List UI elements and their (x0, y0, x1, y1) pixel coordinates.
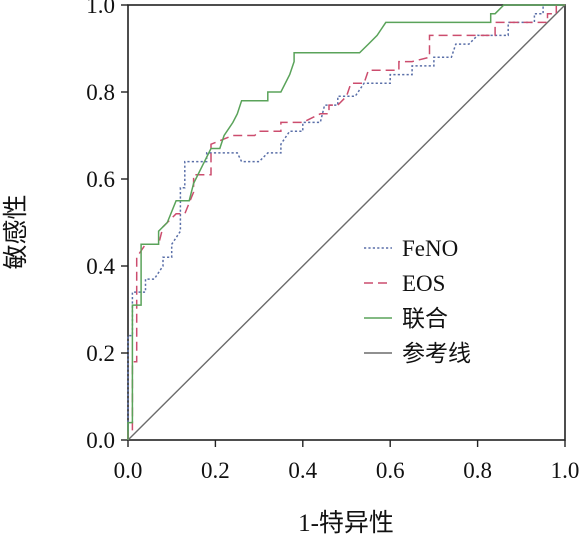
y-tick-label: 0.2 (86, 341, 115, 366)
y-tick-label: 0.0 (86, 428, 115, 453)
series-line-2 (127, 4, 565, 440)
y-tick-label: 0.4 (86, 254, 115, 279)
axes: 0.0 0.2 0.4 0.6 0.8 1.0 0.0 0.2 0.4 0.6 0.8 1.0 (86, 0, 579, 483)
x-tick-label: 0.6 (376, 458, 405, 483)
y-tick-label: 1.0 (86, 0, 115, 18)
legend-label: EOS (402, 271, 445, 296)
y-tick-label: 0.8 (86, 80, 115, 105)
legend-label: 参考线 (402, 341, 471, 366)
x-tick-label: 1.0 (551, 458, 580, 483)
plot-frame (127, 4, 566, 441)
x-tick-label: 0.8 (463, 458, 492, 483)
x-tick-label: 0.2 (201, 458, 230, 483)
x-tick-label: 0.4 (288, 458, 317, 483)
y-tick-label: 0.6 (86, 167, 115, 192)
legend-label: FeNO (402, 236, 458, 261)
series-line-3 (127, 4, 566, 441)
x-axis-label: 1-特异性 (298, 509, 394, 537)
series-line-0 (127, 4, 565, 440)
series-lines (127, 4, 566, 441)
x-tick-label: 0.0 (114, 458, 143, 483)
legend-label: 联合 (402, 306, 448, 331)
y-axis-label: 敏感性 (2, 194, 30, 269)
